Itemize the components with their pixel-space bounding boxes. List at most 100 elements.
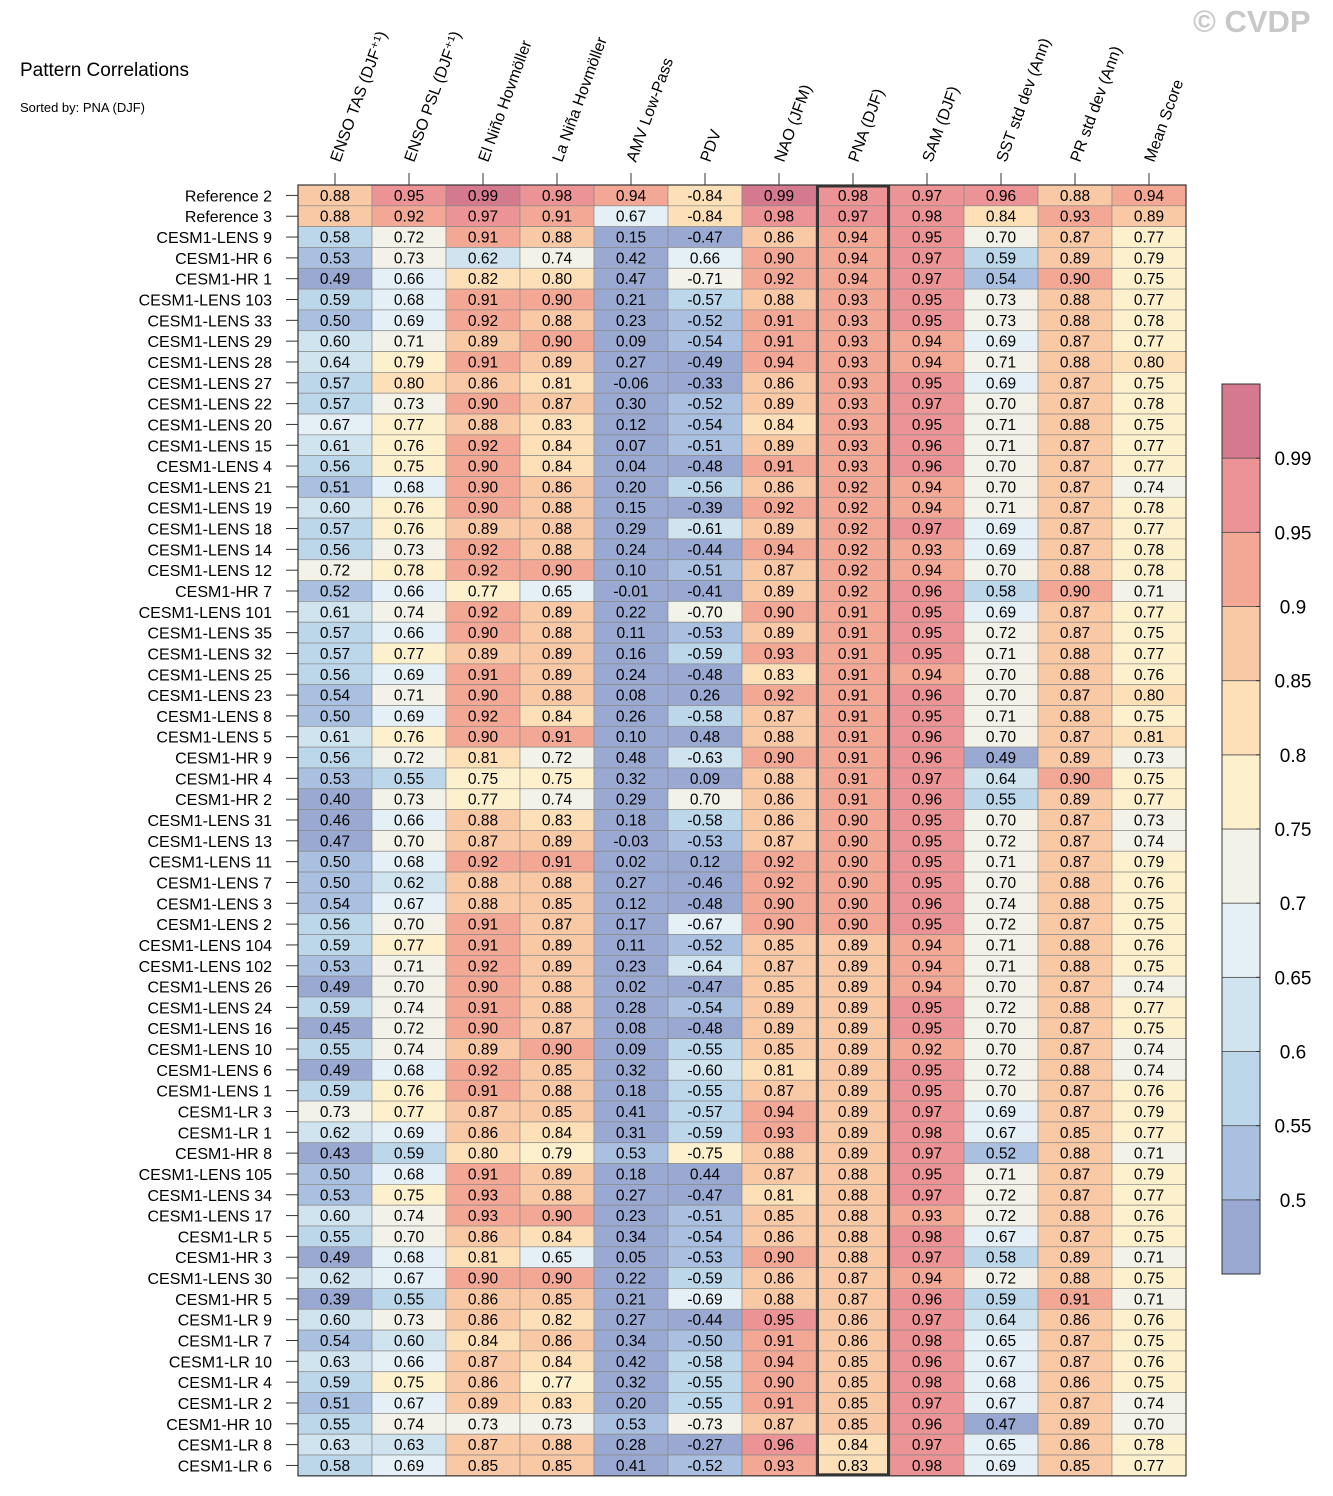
cell-value-label: 0.75 xyxy=(1134,771,1164,788)
cell-value-label: 0.75 xyxy=(1134,417,1164,434)
cell-value-label: 0.87 xyxy=(838,1291,868,1308)
cell-value-label: 0.90 xyxy=(542,334,573,351)
cell-value-label: 0.59 xyxy=(986,1291,1016,1308)
cell-value-label: 0.28 xyxy=(616,1000,646,1017)
cell-value-label: 0.89 xyxy=(838,1104,868,1121)
cell-value-label: 0.87 xyxy=(1060,688,1090,705)
cell-value-label: 0.90 xyxy=(468,729,499,746)
cell-value-label: 0.91 xyxy=(542,729,572,746)
cell-value-label: -0.51 xyxy=(687,438,722,455)
cell-value-label: 0.12 xyxy=(690,854,720,871)
cell-value-label: -0.03 xyxy=(613,833,648,850)
cell-value-label: 0.91 xyxy=(838,729,868,746)
cell-value-label: 0.70 xyxy=(986,729,1017,746)
cell-value-label: 0.98 xyxy=(838,188,868,205)
cell-value-label: 0.86 xyxy=(1060,1312,1090,1329)
cell-value-label: 0.55 xyxy=(320,1229,350,1246)
cell-value-label: 0.90 xyxy=(764,1250,795,1267)
cell-value-label: 0.28 xyxy=(616,1437,646,1454)
cell-value-label: 0.95 xyxy=(912,230,942,247)
cell-value-label: 0.75 xyxy=(1134,958,1164,975)
cell-value-label: 0.92 xyxy=(764,271,794,288)
cell-value-label: -0.73 xyxy=(687,1416,722,1433)
cell-value-label: 0.97 xyxy=(912,521,942,538)
cell-value-label: 0.53 xyxy=(320,771,350,788)
cell-value-label: 0.76 xyxy=(1134,1083,1164,1100)
cell-value-label: 0.73 xyxy=(394,396,424,413)
cell-value-label: 0.57 xyxy=(320,521,350,538)
cell-value-label: 0.86 xyxy=(764,813,794,830)
cell-value-label: 0.95 xyxy=(912,417,942,434)
column-label: El Niño Hovmöller xyxy=(476,38,536,165)
cell-value-label: 0.88 xyxy=(1060,708,1090,725)
cell-value-label: 0.88 xyxy=(468,896,498,913)
row-label: CESM1-LENS 25 xyxy=(148,667,273,684)
cell-value-label: 0.69 xyxy=(986,604,1016,621)
cell-value-label: 0.67 xyxy=(394,1271,424,1288)
cell-value-label: 0.95 xyxy=(912,854,942,871)
cell-value-label: 0.87 xyxy=(1060,1354,1090,1371)
cell-value-label: 0.97 xyxy=(912,271,942,288)
cell-value-label: 0.92 xyxy=(468,313,498,330)
cell-value-label: 0.79 xyxy=(542,1146,572,1163)
colorbar-tick-label: 0.9 xyxy=(1280,598,1306,619)
cell-value-label: 0.73 xyxy=(394,542,424,559)
cell-value-label: 0.70 xyxy=(986,1021,1017,1038)
cell-value-label: 0.89 xyxy=(764,438,794,455)
cell-value-label: 0.93 xyxy=(912,1208,942,1225)
cell-value-label: 0.46 xyxy=(320,813,350,830)
row-label: CESM1-LENS 32 xyxy=(148,646,273,663)
cell-value-label: 0.71 xyxy=(1134,583,1164,600)
cell-value-label: 0.97 xyxy=(912,396,942,413)
cell-value-label: 0.81 xyxy=(542,375,572,392)
cell-value-label: 0.12 xyxy=(616,896,646,913)
cell-value-label: 0.90 xyxy=(838,875,869,892)
colorbar-segment xyxy=(1221,680,1261,756)
cell-value-label: 0.92 xyxy=(468,438,498,455)
colorbar-segment xyxy=(1221,531,1261,607)
colorbar-segment xyxy=(1221,1199,1261,1275)
cell-value-label: 0.88 xyxy=(838,1250,868,1267)
cell-value-label: 0.88 xyxy=(542,1187,572,1204)
row-label: CESM1-HR 6 xyxy=(175,251,272,268)
row-label: CESM1-HR 7 xyxy=(175,584,272,601)
cell-value-label: 0.66 xyxy=(394,625,424,642)
cell-value-label: 0.62 xyxy=(320,1125,350,1142)
cell-value-label: 0.96 xyxy=(912,750,942,767)
cell-value-label: 0.74 xyxy=(394,1042,425,1059)
cell-value-label: 0.91 xyxy=(838,771,868,788)
cell-value-label: 0.96 xyxy=(912,896,942,913)
cell-value-label: 0.95 xyxy=(912,604,942,621)
cell-value-label: 0.97 xyxy=(468,209,498,226)
cell-value-label: 0.91 xyxy=(468,1000,498,1017)
cell-value-label: 0.73 xyxy=(986,292,1016,309)
cell-value-label: 0.96 xyxy=(912,1291,942,1308)
cell-value-label: 0.15 xyxy=(616,500,646,517)
cell-value-label: 0.97 xyxy=(912,1187,942,1204)
cell-value-label: 0.89 xyxy=(838,1062,868,1079)
cell-value-label: 0.60 xyxy=(320,1208,351,1225)
cell-value-label: 0.87 xyxy=(1060,813,1090,830)
cell-value-label: 0.56 xyxy=(320,542,350,559)
cell-value-label: 0.87 xyxy=(764,1416,794,1433)
cell-value-label: 0.66 xyxy=(690,250,720,267)
colorbar-tick-label: 0.65 xyxy=(1275,968,1312,989)
cell-value-label: 0.88 xyxy=(542,313,572,330)
row-label: CESM1-LENS 24 xyxy=(148,1000,273,1017)
cell-value-label: 0.89 xyxy=(1134,209,1164,226)
cell-value-label: 0.99 xyxy=(468,188,498,205)
cell-value-label: 0.64 xyxy=(320,354,351,371)
cell-value-label: 0.77 xyxy=(394,417,424,434)
cell-value-label: 0.64 xyxy=(986,771,1017,788)
cell-value-label: 0.96 xyxy=(912,459,942,476)
cell-value-label: 0.88 xyxy=(1060,1271,1090,1288)
cell-value-label: 0.27 xyxy=(616,1187,646,1204)
row-label: CESM1-LR 8 xyxy=(178,1438,272,1455)
cell-value-label: 0.62 xyxy=(320,1271,350,1288)
cell-value-label: 0.10 xyxy=(616,729,647,746)
cell-value-label: 0.88 xyxy=(838,1229,868,1246)
cell-value-label: -0.71 xyxy=(687,271,722,288)
cell-value-label: 0.64 xyxy=(986,1312,1017,1329)
cell-value-label: 0.72 xyxy=(986,833,1016,850)
colorbar-segment xyxy=(1221,606,1261,682)
